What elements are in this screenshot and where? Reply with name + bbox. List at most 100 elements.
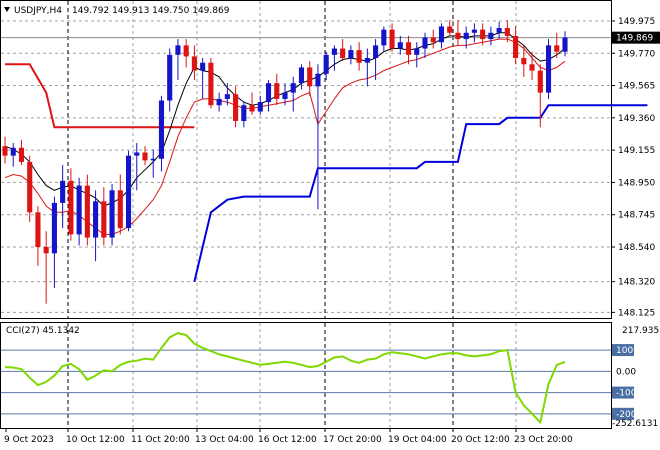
candle-body	[84, 185, 90, 238]
candle-body	[496, 28, 502, 33]
candle-body	[125, 155, 132, 229]
price-tick-label: 149.360	[618, 114, 655, 124]
candle-body	[562, 37, 568, 52]
current-price-label: 149.869	[616, 34, 653, 44]
candle-body	[537, 70, 543, 93]
candle-body	[216, 98, 222, 106]
chart-ohlc: 149.792 149.913 149.750 149.869	[72, 6, 230, 16]
time-axis: 9 Oct 2023 10 Oct 12:00 11 Oct 20:00 13 Oct…	[4, 428, 573, 445]
candle-body	[521, 57, 527, 65]
candle-body	[405, 42, 412, 55]
time-tick-label: 23 Oct 20:00	[514, 435, 573, 445]
price-tick-label: 148.950	[618, 178, 655, 188]
candle-body	[68, 180, 74, 235]
candle-body	[249, 105, 255, 112]
time-tick-label: 10 Oct 12:00	[66, 435, 125, 445]
candle-body	[257, 102, 263, 112]
candle-body	[545, 45, 552, 93]
time-tick-label: 17 Oct 20:00	[323, 435, 382, 445]
candle-body	[2, 146, 8, 156]
time-tick-label: 16 Oct 12:00	[258, 435, 317, 445]
cci-level-badge	[612, 407, 634, 420]
candle-body	[373, 45, 379, 58]
candle-body	[438, 26, 445, 43]
candle-body	[265, 83, 272, 103]
candle-body	[117, 190, 123, 229]
candle-body	[27, 161, 33, 213]
price-tick-label: 148.540	[618, 243, 655, 253]
candle-body	[554, 45, 560, 52]
cci-line	[4, 332, 566, 425]
price-tick-label: 149.770	[618, 49, 655, 59]
candle-body	[10, 147, 16, 156]
time-tick-label: 11 Oct 20:00	[131, 435, 190, 445]
price-tick-label: 149.975	[618, 17, 655, 27]
candle-body	[315, 73, 321, 87]
candle-body	[471, 29, 477, 33]
triangle-down-icon[interactable]	[4, 7, 10, 12]
candle-body	[134, 152, 140, 156]
candle-body	[93, 201, 99, 238]
candle-body	[298, 67, 305, 84]
candle-body	[455, 32, 461, 40]
cci-level-label: -100	[616, 389, 637, 399]
candle-body	[422, 37, 428, 49]
candle-body	[142, 152, 148, 161]
time-tick-label: 9 Oct 2023	[4, 435, 54, 445]
cci-scale-max: 217.9355	[622, 326, 660, 336]
candle-body	[208, 62, 214, 106]
cci-title: CCI(27) 45.1342	[6, 326, 80, 336]
candle-body	[200, 62, 206, 71]
cci-level-label: -200	[616, 410, 637, 420]
price-tick-label: 148.320	[618, 278, 655, 288]
candle-body	[175, 45, 181, 55]
cci-pane: 100 0.00 -100 -200 217.9355 -252.6131	[1, 326, 660, 429]
candle-body	[447, 26, 453, 33]
price-pane	[2, 20, 648, 304]
price-tick-label: 148.745	[618, 211, 655, 221]
price-tick-label: 148.125	[618, 308, 655, 318]
candle-body	[381, 29, 387, 46]
candle-body	[158, 100, 165, 159]
candle-body	[356, 50, 362, 63]
candle-body	[51, 202, 57, 254]
candle-body	[307, 67, 313, 87]
cci-level-badge	[612, 344, 634, 357]
candle-body	[233, 94, 239, 121]
candle-body	[167, 54, 173, 101]
cci-level-label: 0.00	[616, 367, 636, 377]
cci-level-label: 100	[616, 346, 633, 356]
trailing-stop-bearish	[5, 63, 195, 129]
candle-body	[430, 37, 436, 43]
candle-body	[488, 32, 494, 40]
candle-body	[224, 94, 230, 99]
candle-body	[76, 185, 82, 235]
cci-level-badge	[612, 386, 634, 399]
candle-body	[274, 83, 280, 99]
candle-body	[504, 28, 510, 36]
candle-body	[282, 92, 288, 99]
candle-body	[331, 48, 337, 55]
candle-body	[150, 158, 156, 161]
moving-average-fast	[4, 32, 566, 207]
candle-body	[348, 50, 354, 58]
trailing-stop-bullish	[193, 104, 648, 282]
candle-body	[183, 45, 189, 57]
time-tick-label: 13 Oct 04:00	[195, 435, 254, 445]
candle-body	[109, 190, 115, 238]
candle-body	[241, 105, 247, 121]
candle-body	[35, 212, 41, 247]
time-tick-label: 19 Oct 04:00	[388, 435, 447, 445]
price-axis: 149.975 149.770 149.565 149.360 149.155 148.9…	[611, 17, 660, 318]
price-tick-label: 149.155	[618, 146, 655, 156]
candle-body	[397, 42, 403, 49]
indicator-pane-frame	[0, 322, 612, 429]
candle-body	[43, 246, 49, 254]
price-pane-frame	[0, 0, 612, 319]
cci-scale-min: -252.6131	[612, 419, 658, 429]
candle-body	[529, 64, 535, 71]
candle-body	[513, 35, 519, 58]
candle-body	[414, 48, 420, 55]
